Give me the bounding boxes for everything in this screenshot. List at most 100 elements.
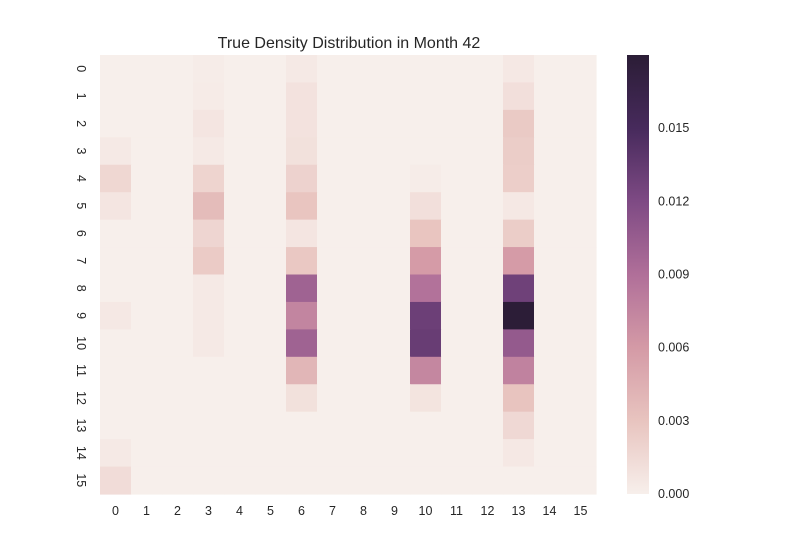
heatmap-cell-r4-c13 xyxy=(503,164,535,193)
heatmap-cell-r5-c2 xyxy=(162,192,194,221)
heatmap-cell-r10-c5 xyxy=(255,329,287,358)
heatmap-cell-r5-c4 xyxy=(224,192,256,221)
x-tick-label-9: 9 xyxy=(391,504,398,518)
heatmap-cell-r12-c7 xyxy=(317,384,349,413)
y-tick-label-11: 11 xyxy=(74,364,88,377)
heatmap-cell-r8-c15 xyxy=(565,274,597,303)
heatmap-cell-r6-c12 xyxy=(472,219,504,248)
heatmap-cell-r11-c11 xyxy=(441,356,473,385)
heatmap-cell-r11-c15 xyxy=(565,356,597,385)
heatmap-cell-r15-c6 xyxy=(286,466,318,495)
heatmap-cell-r11-c6 xyxy=(286,356,318,385)
heatmap-cell-r8-c3 xyxy=(193,274,225,303)
heatmap-cell-r3-c15 xyxy=(565,137,597,166)
heatmap-cell-r15-c9 xyxy=(379,466,411,495)
heatmap-cell-r10-c2 xyxy=(162,329,194,358)
heatmap-cell-r13-c15 xyxy=(565,411,597,440)
heatmap-cell-r13-c10 xyxy=(410,411,442,440)
heatmap-cell-r15-c13 xyxy=(503,466,535,495)
x-tick-label-7: 7 xyxy=(329,504,336,518)
heatmap-cell-r6-c7 xyxy=(317,219,349,248)
heatmap-cell-r12-c2 xyxy=(162,384,194,413)
heatmap-cell-r15-c10 xyxy=(410,466,442,495)
heatmap-cell-r9-c2 xyxy=(162,301,194,330)
x-tick-label-4: 4 xyxy=(236,504,243,518)
heatmap-cell-r9-c1 xyxy=(131,301,163,330)
heatmap-cell-r9-c12 xyxy=(472,301,504,330)
heatmap-cell-r8-c7 xyxy=(317,274,349,303)
heatmap-cell-r14-c1 xyxy=(131,439,163,468)
heatmap-cell-r4-c5 xyxy=(255,164,287,193)
heatmap-cell-r7-c14 xyxy=(534,247,566,276)
heatmap-cell-r14-c0 xyxy=(100,439,132,468)
heatmap-cell-r9-c10 xyxy=(410,301,442,330)
heatmap-cell-r13-c0 xyxy=(100,411,132,440)
heatmap-cell-r7-c3 xyxy=(193,247,225,276)
heatmap-cell-r3-c6 xyxy=(286,137,318,166)
heatmap-cell-r0-c3 xyxy=(193,55,225,84)
heatmap-cell-r12-c10 xyxy=(410,384,442,413)
heatmap-cell-r4-c4 xyxy=(224,164,256,193)
heatmap-cell-r9-c8 xyxy=(348,301,380,330)
heatmap-cell-r9-c7 xyxy=(317,301,349,330)
heatmap-cell-r15-c7 xyxy=(317,466,349,495)
x-tick-label-13: 13 xyxy=(512,504,526,518)
heatmap-cells xyxy=(100,55,597,495)
heatmap-cell-r7-c12 xyxy=(472,247,504,276)
heatmap-cell-r12-c11 xyxy=(441,384,473,413)
heatmap-cell-r0-c13 xyxy=(503,55,535,84)
heatmap-cell-r11-c10 xyxy=(410,356,442,385)
heatmap-cell-r8-c4 xyxy=(224,274,256,303)
x-tick-labels: 0 1 2 3 4 5 6 7 8 9 10 11 12 13 14 15 xyxy=(112,504,587,518)
heatmap-cell-r11-c3 xyxy=(193,356,225,385)
colorbar-tick-label: 0.006 xyxy=(658,341,689,355)
heatmap-cell-r6-c0 xyxy=(100,219,132,248)
x-tick-label-11: 11 xyxy=(450,504,463,518)
x-tick-label-0: 0 xyxy=(112,504,119,518)
heatmap-cell-r1-c11 xyxy=(441,82,473,111)
heatmap-cell-r12-c3 xyxy=(193,384,225,413)
heatmap-cell-r0-c7 xyxy=(317,55,349,84)
heatmap-cell-r6-c11 xyxy=(441,219,473,248)
y-tick-label-4: 4 xyxy=(74,175,88,182)
heatmap-cell-r3-c13 xyxy=(503,137,535,166)
heatmap-cell-r15-c11 xyxy=(441,466,473,495)
heatmap-cell-r12-c4 xyxy=(224,384,256,413)
heatmap-cell-r4-c6 xyxy=(286,164,318,193)
heatmap-cell-r6-c5 xyxy=(255,219,287,248)
x-tick-label-8: 8 xyxy=(360,504,367,518)
x-tick-label-12: 12 xyxy=(481,504,495,518)
heatmap-cell-r2-c1 xyxy=(131,109,163,138)
colorbar: 0.000 0.003 0.006 0.009 0.012 0.015 xyxy=(627,55,689,501)
heatmap-cell-r5-c9 xyxy=(379,192,411,221)
heatmap-cell-r5-c11 xyxy=(441,192,473,221)
heatmap-cell-r15-c2 xyxy=(162,466,194,495)
heatmap-cell-r11-c7 xyxy=(317,356,349,385)
heatmap-cell-r13-c11 xyxy=(441,411,473,440)
heatmap-cell-r10-c13 xyxy=(503,329,535,358)
heatmap-cell-r1-c0 xyxy=(100,82,132,111)
heatmap-cell-r12-c1 xyxy=(131,384,163,413)
heatmap-cell-r11-c0 xyxy=(100,356,132,385)
heatmap-cell-r13-c3 xyxy=(193,411,225,440)
heatmap-cell-r1-c6 xyxy=(286,82,318,111)
heatmap-cell-r2-c3 xyxy=(193,109,225,138)
heatmap-cell-r4-c14 xyxy=(534,164,566,193)
heatmap-cell-r8-c12 xyxy=(472,274,504,303)
heatmap-cell-r15-c5 xyxy=(255,466,287,495)
heatmap-cell-r12-c12 xyxy=(472,384,504,413)
heatmap-cell-r10-c0 xyxy=(100,329,132,358)
heatmap-cell-r10-c6 xyxy=(286,329,318,358)
heatmap-cell-r15-c3 xyxy=(193,466,225,495)
y-tick-label-3: 3 xyxy=(74,148,88,155)
x-tick-label-6: 6 xyxy=(298,504,305,518)
heatmap-cell-r8-c1 xyxy=(131,274,163,303)
x-tick-label-2: 2 xyxy=(174,504,181,518)
heatmap-cell-r14-c15 xyxy=(565,439,597,468)
heatmap-cell-r0-c10 xyxy=(410,55,442,84)
heatmap-cell-r15-c14 xyxy=(534,466,566,495)
heatmap-cell-r0-c1 xyxy=(131,55,163,84)
heatmap-cell-r7-c15 xyxy=(565,247,597,276)
heatmap-cell-r8-c10 xyxy=(410,274,442,303)
